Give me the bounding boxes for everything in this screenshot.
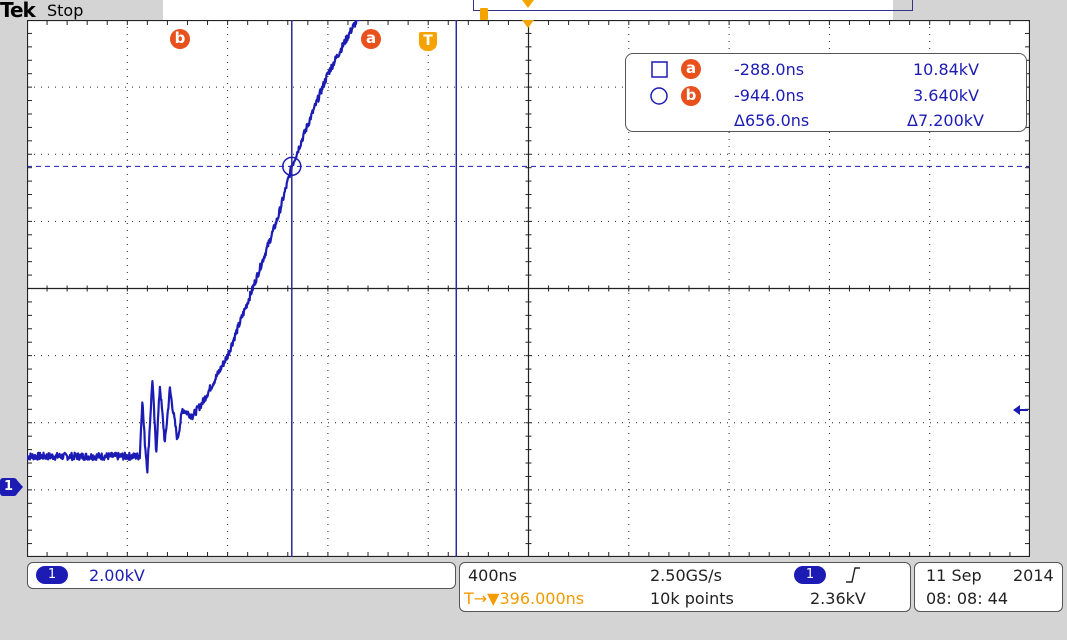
date-day-month: 11 Sep xyxy=(926,566,982,585)
clock-time: 08: 08: 44 xyxy=(926,589,1009,608)
cursor-delta-time: Δ656.0ns xyxy=(734,111,810,130)
rising-edge-icon xyxy=(846,567,860,583)
brand-logo: Tek xyxy=(0,0,36,22)
cursor-a-value: 10.84kV xyxy=(913,60,980,79)
cursor-b-circle-marker xyxy=(282,156,302,177)
trigger-level-arrow-icon[interactable] xyxy=(1013,405,1029,415)
cursor-b-time: -944.0ns xyxy=(734,86,805,105)
cursor-delta-value: Δ7.200kV xyxy=(907,111,984,130)
cursor-b-value: 3.640kV xyxy=(913,86,980,105)
circle-icon xyxy=(650,87,668,105)
readout-cursor-b-badge: b xyxy=(681,86,701,106)
cursor-b-marker[interactable]: b xyxy=(170,29,190,49)
trigger-level: 2.36kV xyxy=(810,589,866,608)
channel-1-status[interactable]: 1 2.00kV xyxy=(27,562,456,589)
record-view-bar[interactable] xyxy=(163,0,913,20)
cursor-readout-panel: a b -288.0ns 10.84kV -944.0ns 3.640kV Δ6… xyxy=(625,53,1027,132)
time-per-division: 400ns xyxy=(468,566,518,585)
channel-1-waveform xyxy=(27,20,362,474)
record-view-window[interactable] xyxy=(473,0,913,11)
channel-1-badge: 1 xyxy=(36,566,68,584)
cursor-a-marker[interactable]: a xyxy=(361,29,381,49)
channel-1-scale: 2.00kV xyxy=(89,566,145,585)
trigger-center-marker xyxy=(522,20,534,28)
cursor-readout-symbols xyxy=(650,61,668,105)
record-length: 10k points xyxy=(650,589,734,608)
trigger-position: T→▼396.000ns xyxy=(464,589,585,608)
trigger-source-badge: 1 xyxy=(794,566,826,584)
channel-1-ground-marker[interactable]: 1 xyxy=(0,478,24,496)
trigger-position-marker[interactable]: T xyxy=(419,32,437,51)
record-expansion-marker xyxy=(522,0,534,8)
channel-1-ground-label: 1 xyxy=(4,479,14,494)
acquisition-status: Stop xyxy=(47,1,84,20)
date-year: 2014 xyxy=(1013,566,1054,585)
readout-cursor-a-badge: a xyxy=(681,59,701,79)
sample-rate: 2.50GS/s xyxy=(650,566,722,585)
horizontal-trigger-status[interactable]: 400ns 2.50GS/s T→▼396.000ns 10k points 1… xyxy=(459,562,911,612)
date-time-status: 11 Sep 2014 08: 08: 44 xyxy=(914,562,1063,612)
cursor-a-time: -288.0ns xyxy=(734,60,805,79)
square-icon xyxy=(651,61,668,78)
record-trigger-marker xyxy=(480,8,488,20)
